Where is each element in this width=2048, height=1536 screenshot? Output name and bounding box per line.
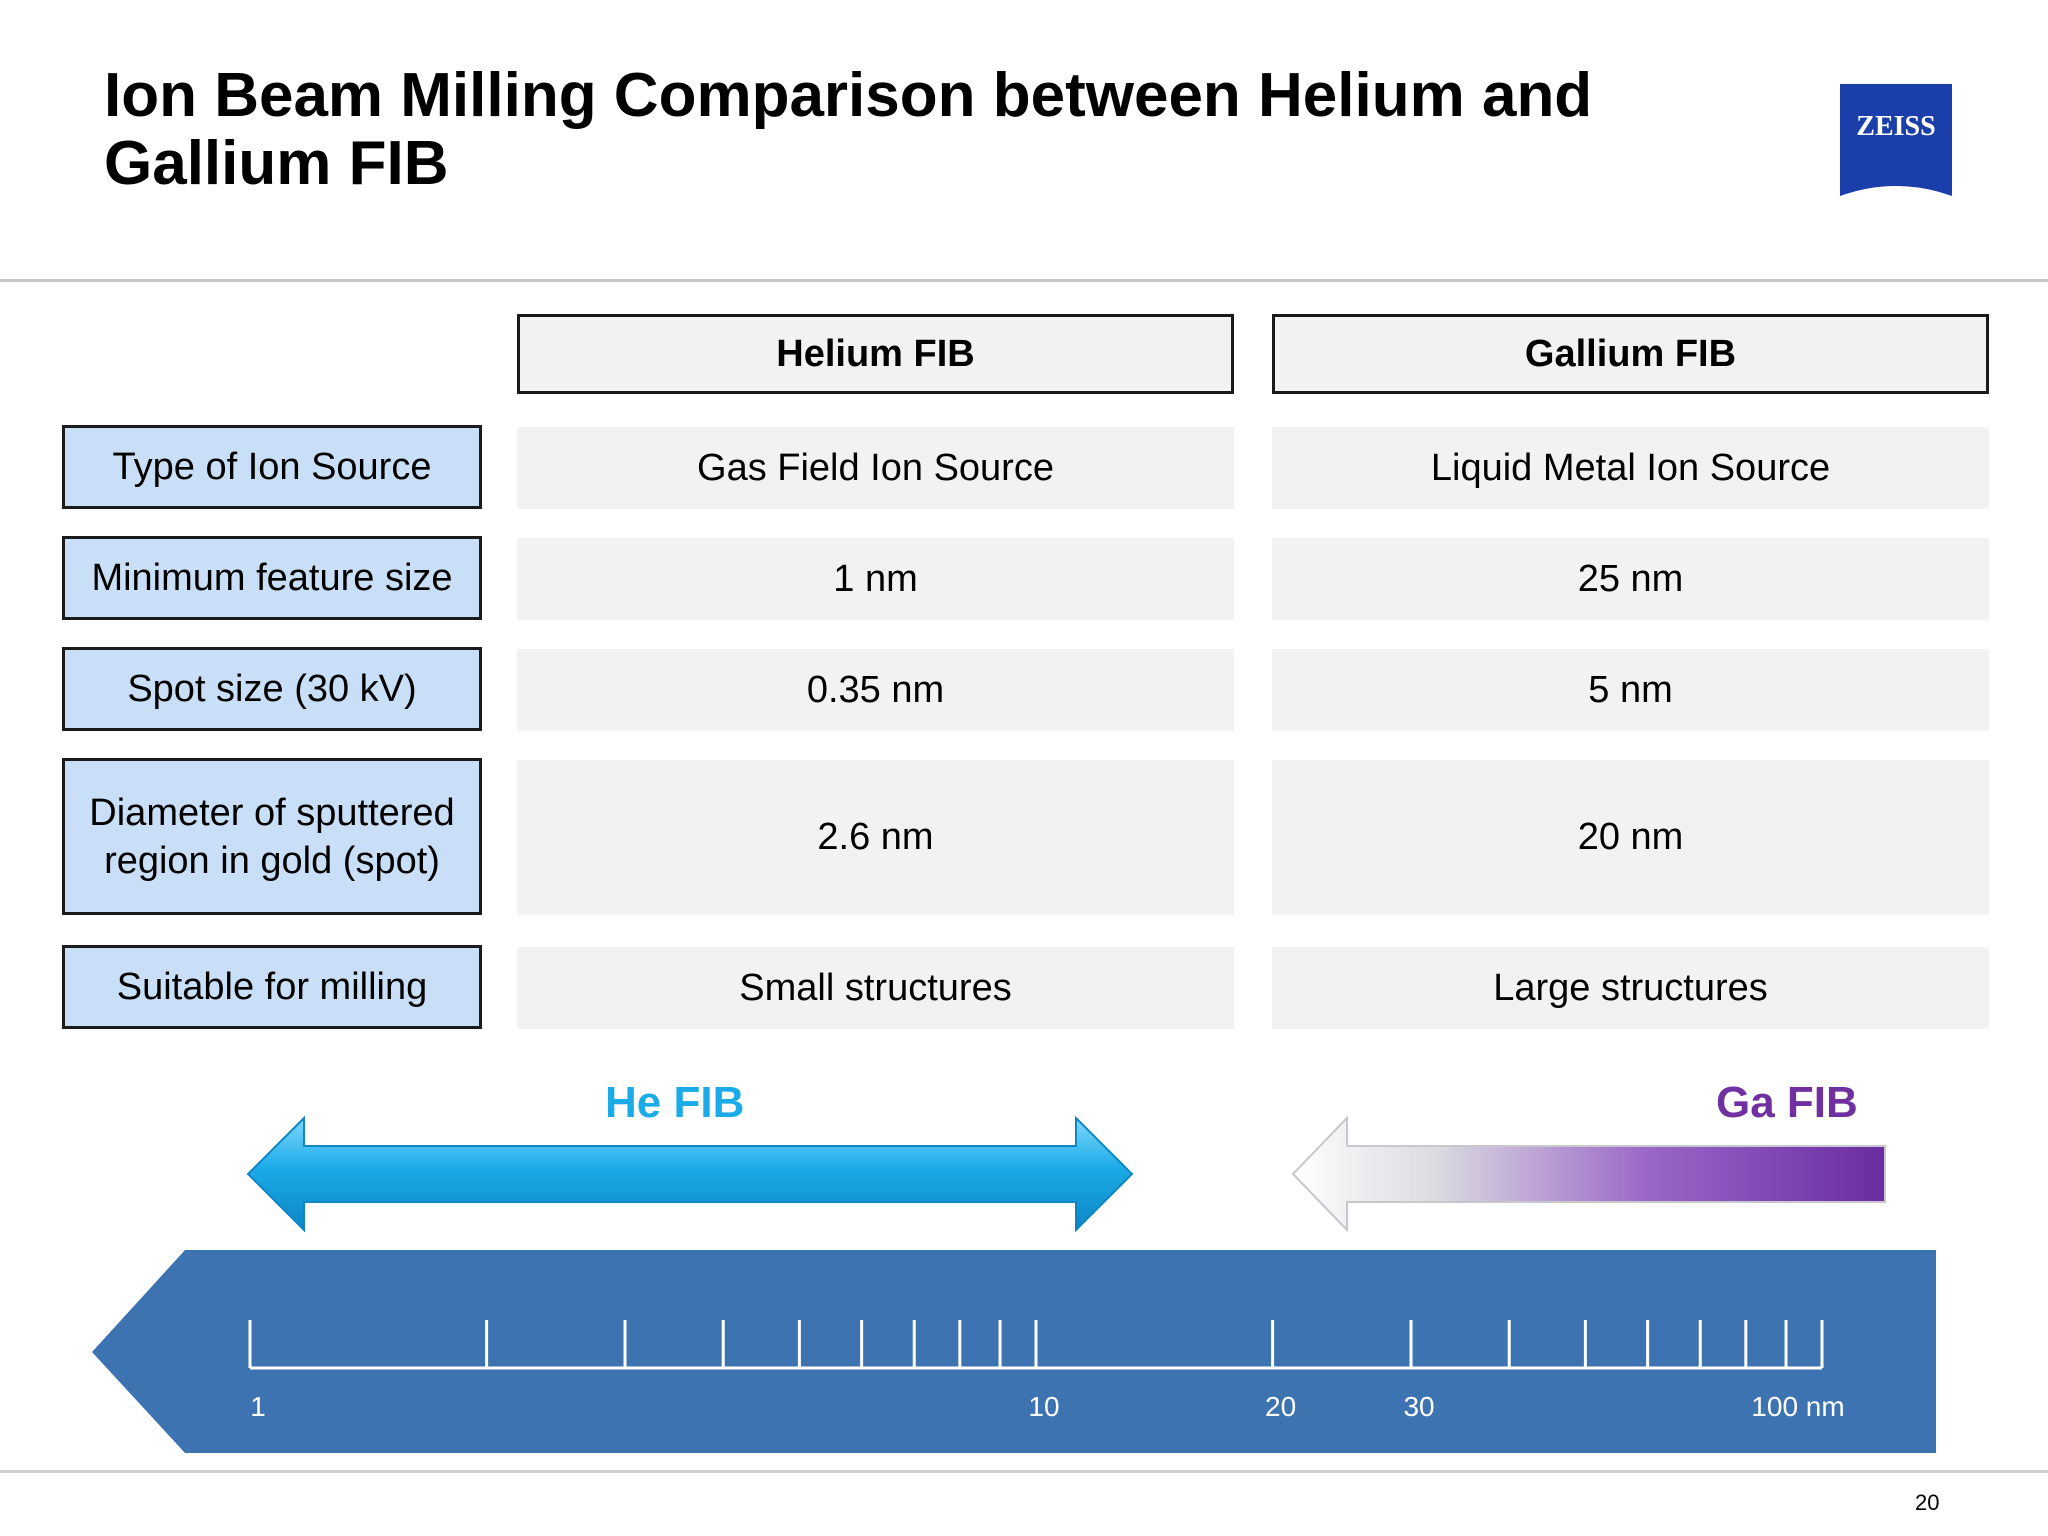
log-scale-band: 1 10 20 30 100 nm	[92, 1250, 1936, 1453]
cell-gallium-ion-source: Liquid Metal Ion Source	[1272, 427, 1989, 509]
cell-helium-min-feature: 1 nm	[517, 538, 1234, 620]
scale-tick-label: 1	[250, 1391, 266, 1422]
column-header-helium: Helium FIB	[517, 314, 1234, 394]
cell-gallium-spot-size: 5 nm	[1272, 649, 1989, 731]
zeiss-logo: ZEISS	[1840, 84, 1952, 196]
scale-band-shape	[92, 1250, 1936, 1453]
ga-fib-label: Ga FIB	[1716, 1078, 1858, 1127]
cell-gallium-suitable-milling: Large structures	[1272, 947, 1989, 1029]
page-number: 20	[1915, 1490, 1940, 1515]
cell-helium-spot-size: 0.35 nm	[517, 649, 1234, 731]
slide-title: Ion Beam Milling Comparison between Heli…	[104, 61, 1593, 198]
column-header-gallium: Gallium FIB	[1272, 314, 1989, 394]
footer-divider	[0, 1470, 2048, 1473]
row-label-min-feature: Minimum feature size	[62, 536, 482, 620]
cell-helium-ion-source: Gas Field Ion Source	[517, 427, 1234, 509]
cell-helium-suitable-milling: Small structures	[517, 947, 1234, 1029]
row-label-spot-size: Spot size (30 kV)	[62, 647, 482, 731]
scale-tick-label: 20	[1265, 1391, 1296, 1422]
cell-helium-sputter-diameter: 2.6 nm	[517, 760, 1234, 915]
svg-text:ZEISS: ZEISS	[1856, 111, 1935, 142]
row-label-ion-source: Type of Ion Source	[62, 425, 482, 509]
scale-tick-label: 100 nm	[1751, 1391, 1844, 1422]
row-label-suitable-milling: Suitable for milling	[62, 945, 482, 1029]
he-fib-label: He FIB	[605, 1078, 745, 1127]
ga-range-arrow	[1291, 1115, 1886, 1233]
scale-tick-label: 30	[1403, 1391, 1434, 1422]
zeiss-logo-icon: ZEISS	[1840, 84, 1952, 196]
cell-gallium-sputter-diameter: 20 nm	[1272, 760, 1989, 915]
row-label-sputter-diameter: Diameter of sputtered region in gold (sp…	[62, 758, 482, 915]
he-range-arrow	[246, 1115, 1134, 1233]
title-divider	[0, 279, 2048, 282]
cell-gallium-min-feature: 25 nm	[1272, 538, 1989, 620]
scale-tick-label: 10	[1028, 1391, 1059, 1422]
